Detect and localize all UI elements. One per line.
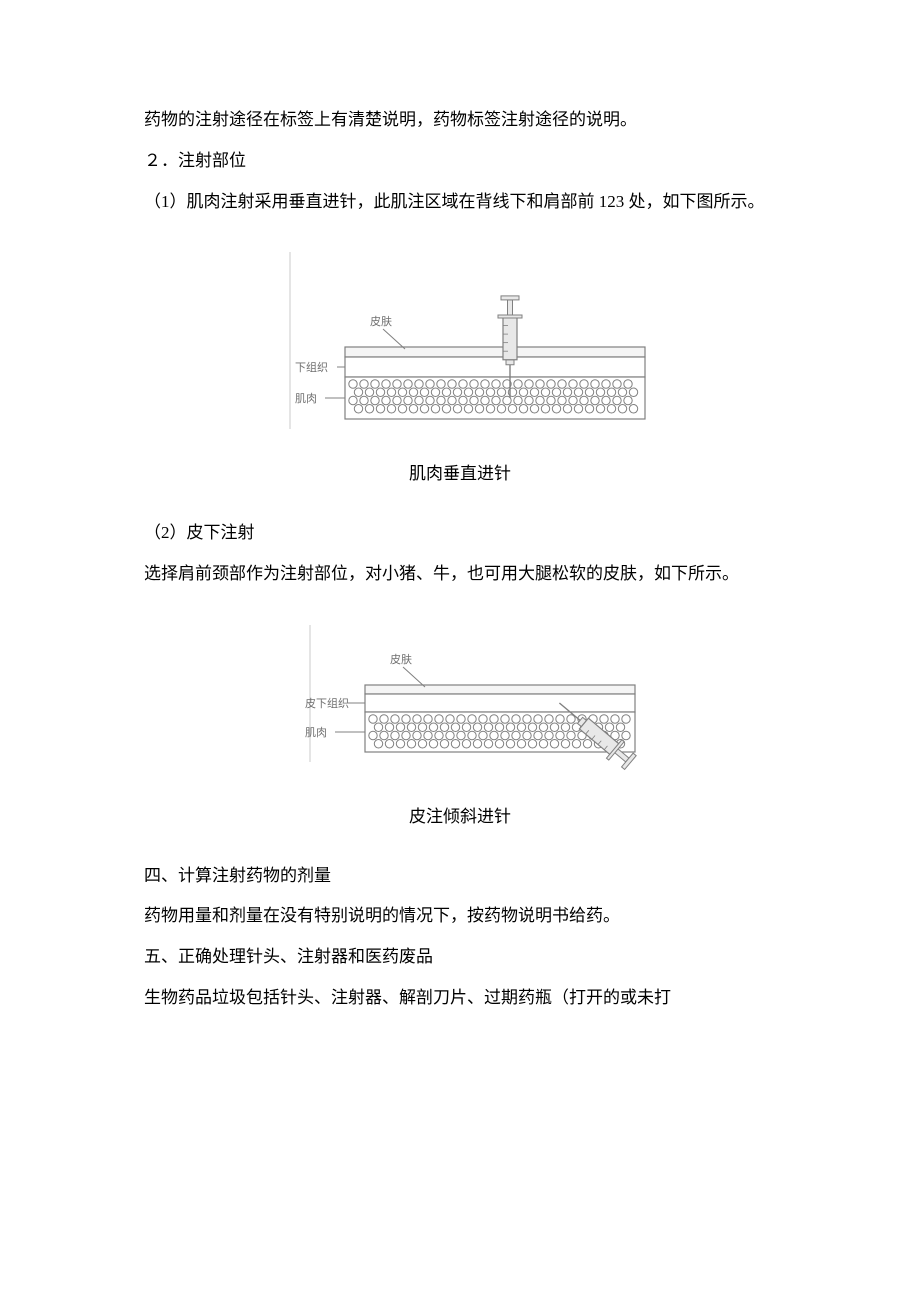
svg-text:皮肤: 皮肤 <box>390 652 412 666</box>
svg-text:肌肉: 肌肉 <box>305 726 327 739</box>
section-heading: ２．注射部位 <box>110 141 810 182</box>
paragraph: 药物用量和剂量在没有特别说明的情况下，按药物说明书给药。 <box>110 896 810 937</box>
figure-caption: 肌肉垂直进针 <box>110 454 810 495</box>
svg-text:下组织: 下组织 <box>295 360 328 374</box>
figure-caption: 皮注倾斜进针 <box>110 797 810 838</box>
svg-text:肌肉: 肌肉 <box>295 392 317 405</box>
subsection-heading: （2）皮下注射 <box>110 513 810 554</box>
svg-text:皮肤: 皮肤 <box>370 314 392 328</box>
figure-subcutaneous: 皮肤皮下组织肌肉 <box>110 625 810 785</box>
diagram-im-injection: 皮肤下组织肌肉 <box>250 252 670 442</box>
svg-text:皮下组织: 皮下组织 <box>305 696 349 710</box>
paragraph: 药物的注射途径在标签上有清楚说明，药物标签注射途径的说明。 <box>110 100 810 141</box>
document-page: 药物的注射途径在标签上有清楚说明，药物标签注射途径的说明。 ２．注射部位 （1）… <box>0 0 920 1099</box>
diagram-sc-injection: 皮肤皮下组织肌肉 <box>250 625 670 785</box>
section-heading: 五、正确处理针头、注射器和医药废品 <box>110 937 810 978</box>
figure-intramuscular: 皮肤下组织肌肉 <box>110 252 810 442</box>
paragraph: 选择肩前颈部作为注射部位，对小猪、牛，也可用大腿松软的皮肤，如下所示。 <box>110 554 810 595</box>
paragraph: （1）肌肉注射采用垂直进针，此肌注区域在背线下和肩部前 123 处，如下图所示。 <box>110 182 810 223</box>
paragraph: 生物药品垃圾包括针头、注射器、解剖刀片、过期药瓶（打开的或未打 <box>110 978 810 1019</box>
section-heading: 四、计算注射药物的剂量 <box>110 856 810 897</box>
